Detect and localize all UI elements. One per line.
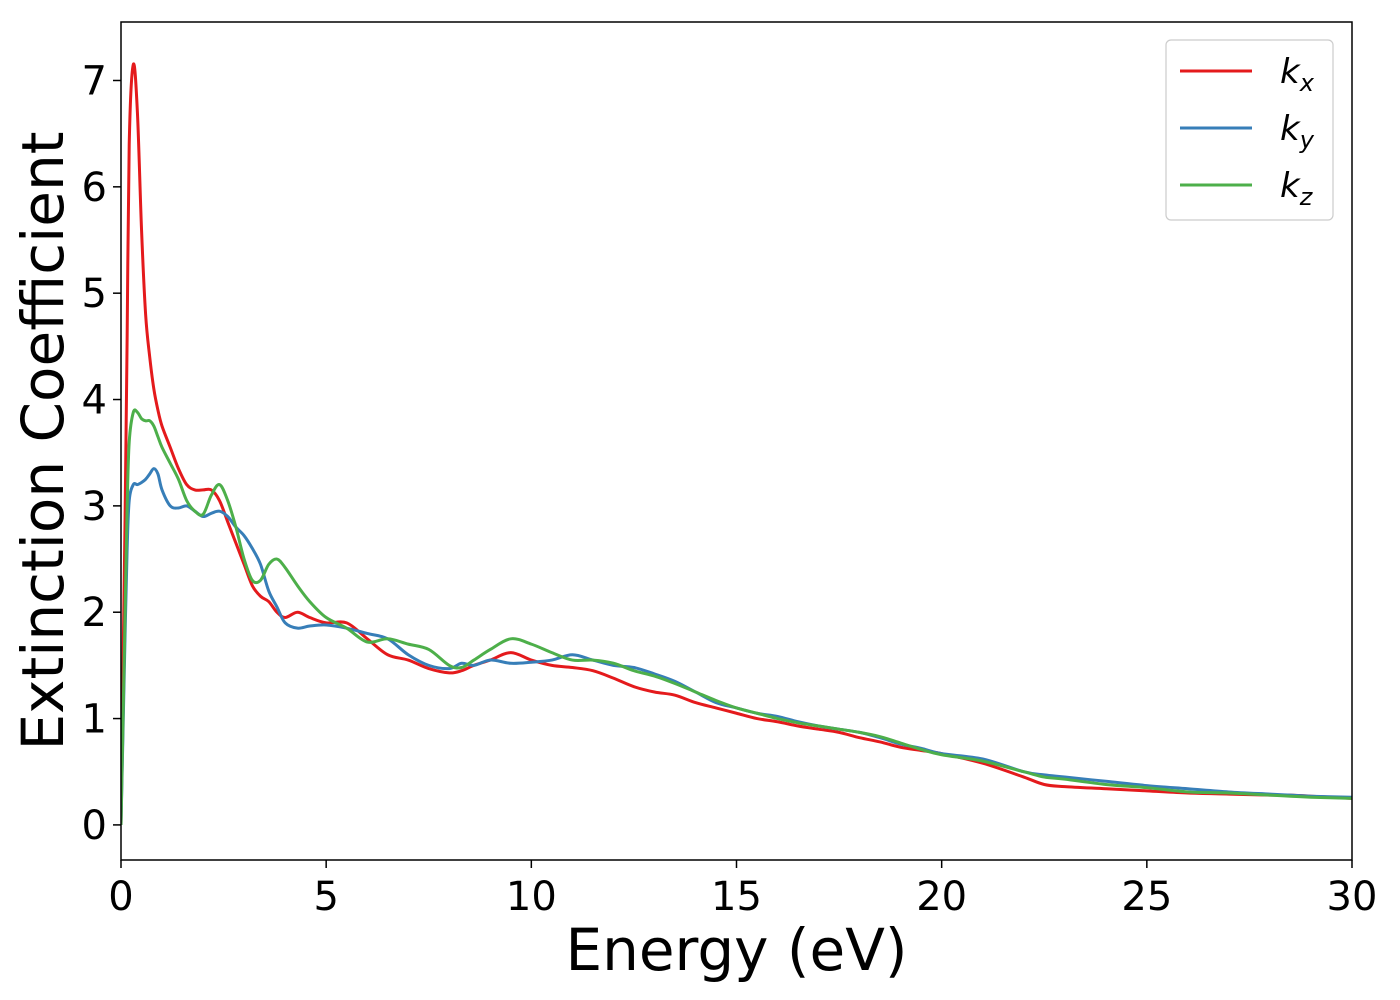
x-tick-label: 5 xyxy=(313,874,338,920)
series-line-k-z xyxy=(121,408,1352,825)
y-tick-label: 3 xyxy=(82,484,107,530)
y-tick-label: 7 xyxy=(82,58,107,104)
x-axis-ticks: 0 5 10 15 20 25 30 xyxy=(108,860,1377,920)
x-tick-label: 0 xyxy=(108,874,133,920)
x-tick-label: 20 xyxy=(916,874,967,920)
x-tick-label: 30 xyxy=(1327,874,1378,920)
legend-box xyxy=(1165,39,1334,221)
y-tick-label: 1 xyxy=(82,697,107,743)
x-axis-label: Energy (eV) xyxy=(565,916,907,984)
y-tick-label: 6 xyxy=(82,165,107,211)
y-tick-label: 5 xyxy=(82,271,107,317)
y-tick-label: 2 xyxy=(82,590,107,636)
y-axis-ticks: 0 1 2 3 4 5 6 7 xyxy=(82,58,121,849)
series-line-k-y xyxy=(121,467,1352,825)
x-tick-label: 10 xyxy=(506,874,557,920)
x-tick-label: 25 xyxy=(1121,874,1172,920)
x-tick-label: 15 xyxy=(711,874,762,920)
series-layer xyxy=(121,62,1352,825)
y-tick-label: 4 xyxy=(82,378,107,424)
y-axis-label: Extinction Coefficient xyxy=(9,132,77,751)
y-tick-label: 0 xyxy=(82,803,107,849)
